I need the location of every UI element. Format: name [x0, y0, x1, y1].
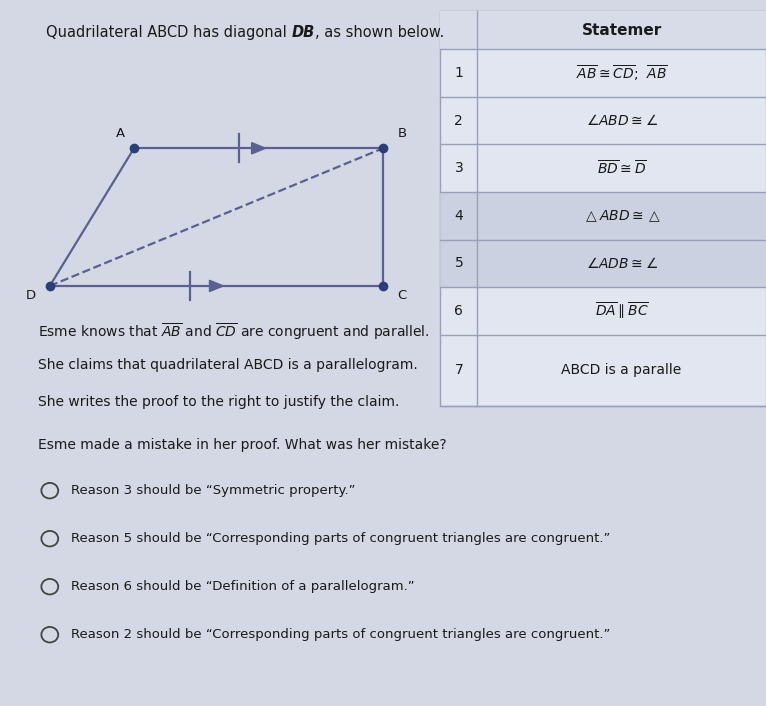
Text: Reason 3 should be “Symmetric property.”: Reason 3 should be “Symmetric property.” [71, 484, 355, 496]
Text: D: D [25, 289, 36, 302]
Text: 7: 7 [454, 364, 463, 377]
Bar [440, 239, 766, 287]
Text: 2: 2 [454, 114, 463, 128]
Text: Esme knows that $\overline{AB}$ and $\overline{CD}$ are congruent and parallel.: Esme knows that $\overline{AB}$ and $\ov… [38, 321, 430, 342]
Text: , as shown below.: , as shown below. [315, 25, 444, 40]
Text: $\overline{BD} \cong \overline{D}$: $\overline{BD} \cong \overline{D}$ [597, 159, 647, 177]
Text: She writes the proof to the right to justify the claim.: She writes the proof to the right to jus… [38, 395, 400, 409]
Text: 1: 1 [454, 66, 463, 80]
Text: $\overline{DA} \parallel \overline{BC}$: $\overline{DA} \parallel \overline{BC}$ [594, 301, 649, 321]
Text: Statemer: Statemer [581, 23, 662, 37]
Text: B: B [398, 127, 407, 140]
Text: $\angle ADB \cong \angle$: $\angle ADB \cong \angle$ [585, 256, 658, 271]
Text: $\overline{AB} \cong \overline{CD}$;  $\overline{AB}$: $\overline{AB} \cong \overline{CD}$; $\o… [576, 64, 667, 83]
Text: Reason 2 should be “Corresponding parts of congruent triangles are congruent.”: Reason 2 should be “Corresponding parts … [71, 628, 611, 640]
Text: Reason 5 should be “Corresponding parts of congruent triangles are congruent.”: Reason 5 should be “Corresponding parts … [71, 532, 611, 544]
Text: DB: DB [291, 25, 315, 40]
Text: ABCD is a paralle: ABCD is a paralle [561, 364, 682, 377]
Polygon shape [251, 143, 266, 154]
Text: Quadrilateral ABCD has diagonal: Quadrilateral ABCD has diagonal [46, 25, 291, 40]
Text: $\angle ABD \cong \angle$: $\angle ABD \cong \angle$ [585, 113, 658, 128]
Text: Reason 6 should be “Definition of a parallelogram.”: Reason 6 should be “Definition of a para… [71, 580, 415, 592]
Text: 3: 3 [454, 161, 463, 175]
Text: A: A [116, 127, 125, 140]
Text: She claims that quadrilateral ABCD is a parallelogram.: She claims that quadrilateral ABCD is a … [38, 358, 418, 372]
Bar [440, 192, 766, 239]
Text: 4: 4 [454, 209, 463, 223]
Text: 5: 5 [454, 256, 463, 270]
Bar [440, 11, 766, 49]
Text: C: C [398, 289, 407, 302]
Text: Esme made a mistake in her proof. What was her mistake?: Esme made a mistake in her proof. What w… [38, 438, 447, 452]
Text: 6: 6 [454, 304, 463, 318]
Text: $\triangle ABD \cong \triangle$: $\triangle ABD \cong \triangle$ [583, 208, 660, 224]
Polygon shape [209, 280, 224, 292]
Bar [440, 11, 766, 406]
